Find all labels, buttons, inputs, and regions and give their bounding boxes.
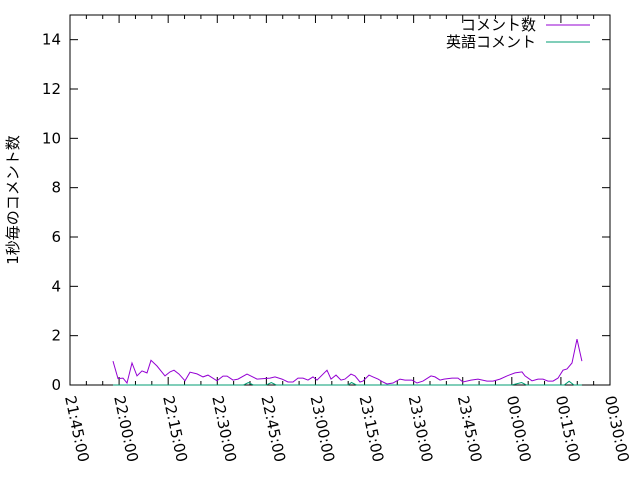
y-tick-label: 8 <box>51 179 61 197</box>
x-tick-label: 21:45:00 <box>61 394 93 464</box>
x-tick-label: 00:30:00 <box>601 394 633 464</box>
legend: コメント数 英語コメント <box>446 16 590 51</box>
x-tick-label: 23:30:00 <box>405 394 437 464</box>
plot-frame <box>70 15 610 385</box>
legend-label-comments: コメント数 <box>461 16 536 34</box>
x-tick-label: 00:15:00 <box>552 394 584 464</box>
legend-label-english: 英語コメント <box>446 33 536 51</box>
y-tick-label: 14 <box>42 31 61 49</box>
y-tick-label: 4 <box>51 277 61 295</box>
y-tick-label: 6 <box>51 228 61 246</box>
x-tick-label: 00:00:00 <box>503 394 535 464</box>
y-tick-label: 12 <box>42 80 61 98</box>
x-tick-label: 23:15:00 <box>356 394 388 464</box>
x-tick-label: 22:30:00 <box>208 394 240 464</box>
x-tick-label: 23:00:00 <box>307 394 339 464</box>
x-tick-label: 23:45:00 <box>454 394 486 464</box>
y-tick-label: 0 <box>51 376 61 394</box>
y-axis-label: 1秒毎のコメント数 <box>4 135 22 265</box>
x-tick-label: 22:45:00 <box>257 394 289 464</box>
x-tick-label: 22:00:00 <box>110 394 142 464</box>
x-tick-label: 22:15:00 <box>159 394 191 464</box>
y-tick-label: 2 <box>51 327 61 345</box>
y-tick-label: 10 <box>42 129 61 147</box>
